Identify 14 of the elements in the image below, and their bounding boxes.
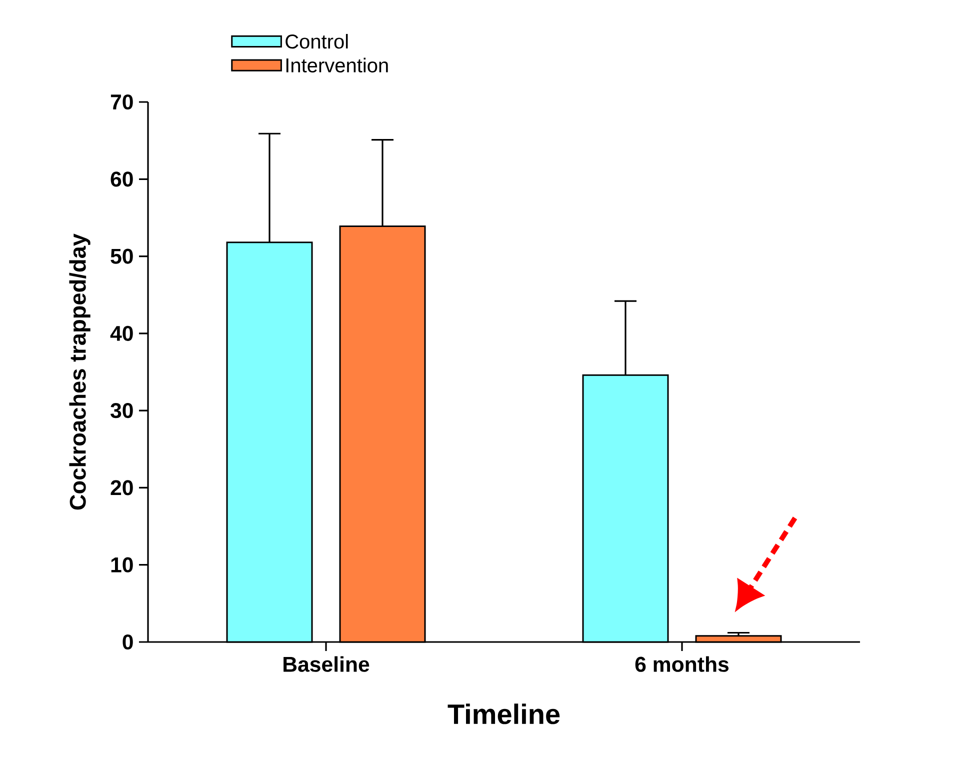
y-tick-label: 40 xyxy=(110,326,133,341)
y-tick-label: 60 xyxy=(110,172,133,187)
x-axis-title: Timeline xyxy=(448,704,560,724)
legend-label: Intervention xyxy=(286,58,388,72)
x-tick-label: Baseline xyxy=(284,656,370,672)
y-tick-label: 70 xyxy=(110,94,133,110)
y-tick-label: 0 xyxy=(122,634,133,650)
y-tick-label: 10 xyxy=(111,557,133,572)
y-tick-label: 30 xyxy=(110,403,133,418)
x-tick-label: 6 months xyxy=(635,656,729,672)
y-tick-label: 20 xyxy=(110,480,133,496)
y-tick-label: 50 xyxy=(110,248,133,264)
y-axis-title: Cockroaches trapped/day xyxy=(69,234,90,510)
legend-label: Control xyxy=(286,34,348,49)
